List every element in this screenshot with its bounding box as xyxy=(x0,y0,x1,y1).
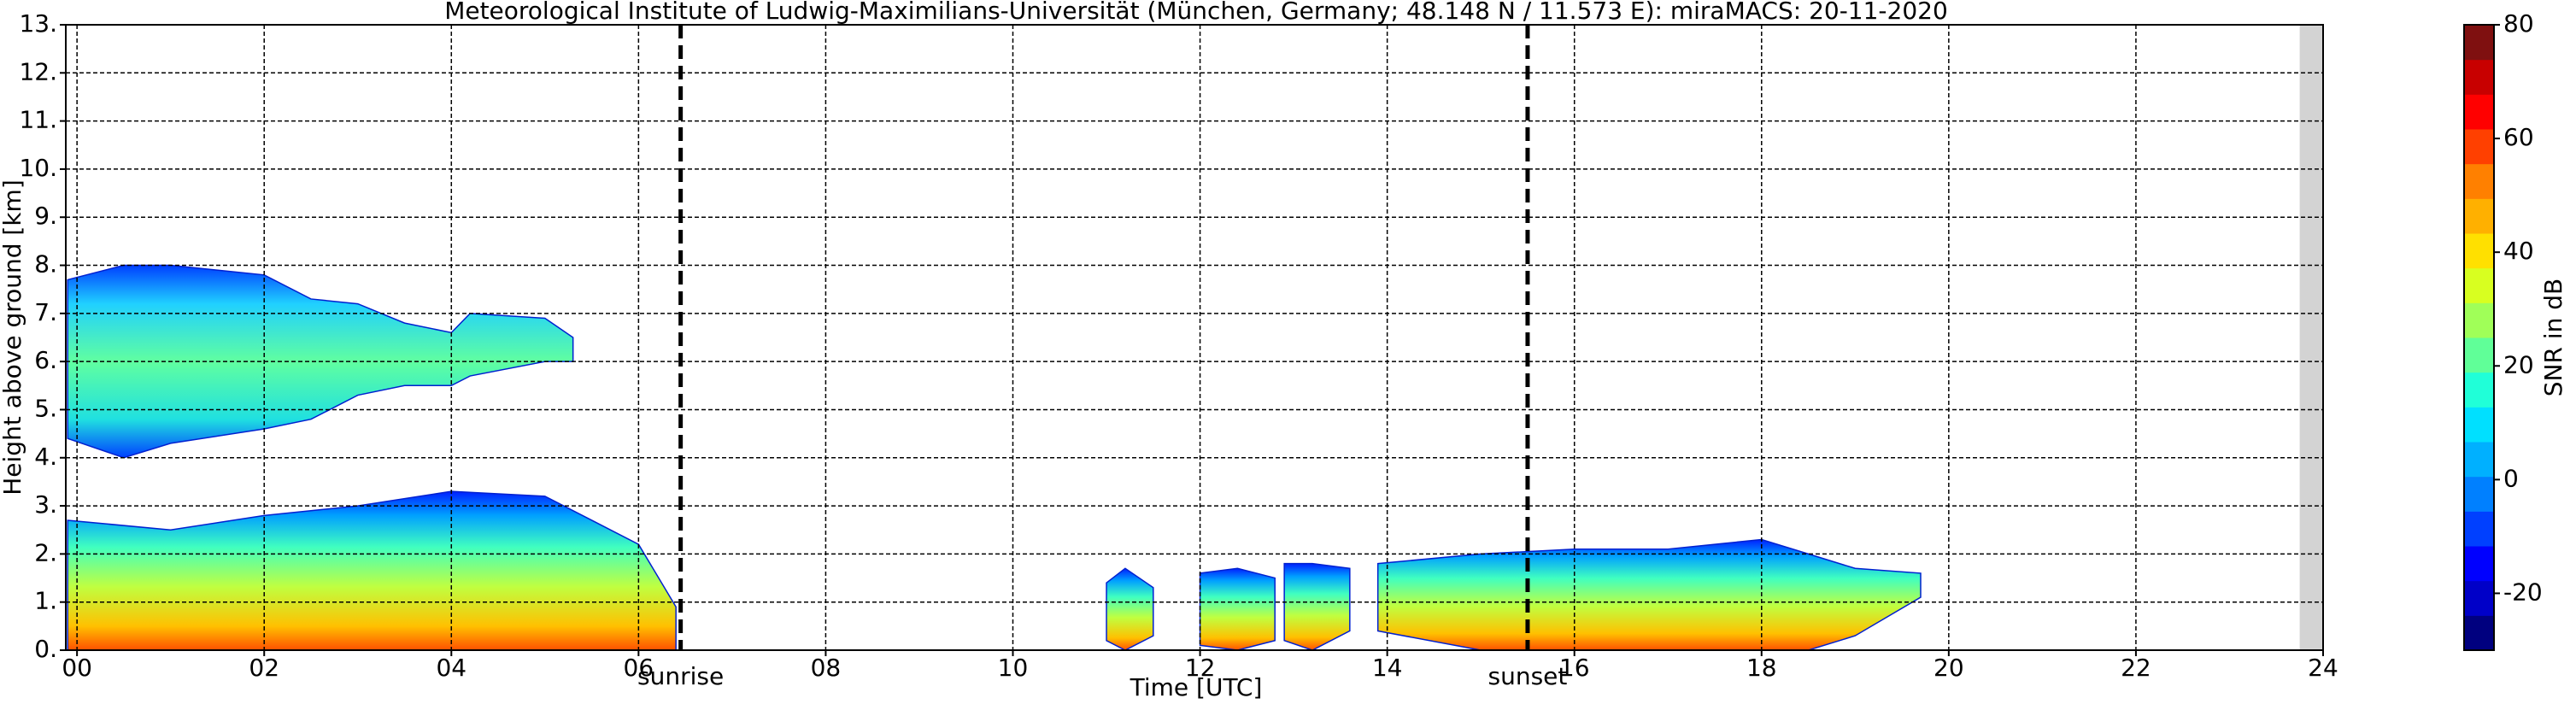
colorbar-segment xyxy=(2464,163,2494,199)
x-tick-label: 06 xyxy=(624,654,654,682)
echo-region xyxy=(1376,538,1922,651)
colorbar-segment xyxy=(2464,407,2494,443)
x-tick-label: 22 xyxy=(2121,654,2151,682)
x-tick-label: 24 xyxy=(2308,654,2338,682)
colorbar-tick-label: 80 xyxy=(2503,9,2534,38)
colorbar-segment xyxy=(2464,476,2494,512)
colorbar-segment xyxy=(2464,580,2494,616)
colorbar-segment xyxy=(2464,302,2494,338)
colorbar-segment xyxy=(2464,233,2494,269)
y-tick-label: 2. xyxy=(34,538,57,566)
x-axis-label: Time [UTC] xyxy=(1130,673,1263,701)
echo-region xyxy=(67,490,677,651)
event-label: sunrise xyxy=(637,662,724,690)
colorbar-tick-label: 40 xyxy=(2503,237,2534,265)
y-tick-label: 0. xyxy=(34,635,57,663)
colorbar-segment xyxy=(2464,59,2494,95)
x-tick-label: 04 xyxy=(436,654,466,682)
x-tick-label: 10 xyxy=(998,654,1029,682)
y-tick-label: 6. xyxy=(34,346,57,374)
colorbar-label: SNR in dB xyxy=(2539,279,2567,396)
echo-region xyxy=(1283,562,1351,651)
x-tick-label: 02 xyxy=(249,654,279,682)
colorbar-segment xyxy=(2464,25,2494,61)
colorbar-segment xyxy=(2464,129,2494,165)
y-tick-label: 9. xyxy=(34,202,57,230)
colorbar-segment xyxy=(2464,442,2494,478)
y-tick-label: 8. xyxy=(34,250,57,279)
y-tick-label: 11. xyxy=(19,106,57,134)
y-tick-label: 3. xyxy=(34,490,57,519)
plot-frame xyxy=(65,24,2324,651)
colorbar-segment xyxy=(2464,94,2494,130)
colorbar-segment xyxy=(2464,267,2494,303)
echo-region xyxy=(1106,567,1154,651)
x-tick-label: 14 xyxy=(1372,654,1403,682)
x-tick-label: 18 xyxy=(1746,654,1777,682)
colorbar-tick-label: 20 xyxy=(2503,350,2534,378)
colorbar-segment xyxy=(2464,546,2494,582)
event-label: sunset xyxy=(1488,662,1568,690)
echo-region xyxy=(1199,567,1276,651)
colorbar-tick-label: -20 xyxy=(2503,578,2543,606)
colorbar-segment xyxy=(2464,198,2494,234)
colorbar-frame xyxy=(2463,24,2495,651)
colorbar-segment xyxy=(2464,615,2494,651)
y-tick-label: 1. xyxy=(34,587,57,615)
chart-title: Meteorological Institute of Ludwig-Maxim… xyxy=(444,0,1948,25)
colorbar-tick-label: 60 xyxy=(2503,123,2534,151)
x-tick-label: 00 xyxy=(62,654,92,682)
x-tick-label: 08 xyxy=(811,654,842,682)
y-tick-label: 7. xyxy=(34,298,57,326)
colorbar-tick-label: 0 xyxy=(2503,464,2519,492)
y-tick-label: 5. xyxy=(34,394,57,422)
colorbar-segment xyxy=(2464,511,2494,547)
x-tick-label: 12 xyxy=(1185,654,1216,682)
missing-data xyxy=(2299,25,2323,650)
y-tick-label: 13. xyxy=(19,9,57,38)
x-tick-label: 16 xyxy=(1559,654,1590,682)
colorbar-segment xyxy=(2464,337,2494,373)
y-tick-label: 4. xyxy=(34,443,57,471)
y-tick-label: 12. xyxy=(19,57,57,85)
colorbar-segment xyxy=(2464,372,2494,408)
x-tick-label: 20 xyxy=(1933,654,1964,682)
y-tick-label: 10. xyxy=(19,154,57,182)
y-axis-label: Height above ground [km] xyxy=(0,179,26,496)
